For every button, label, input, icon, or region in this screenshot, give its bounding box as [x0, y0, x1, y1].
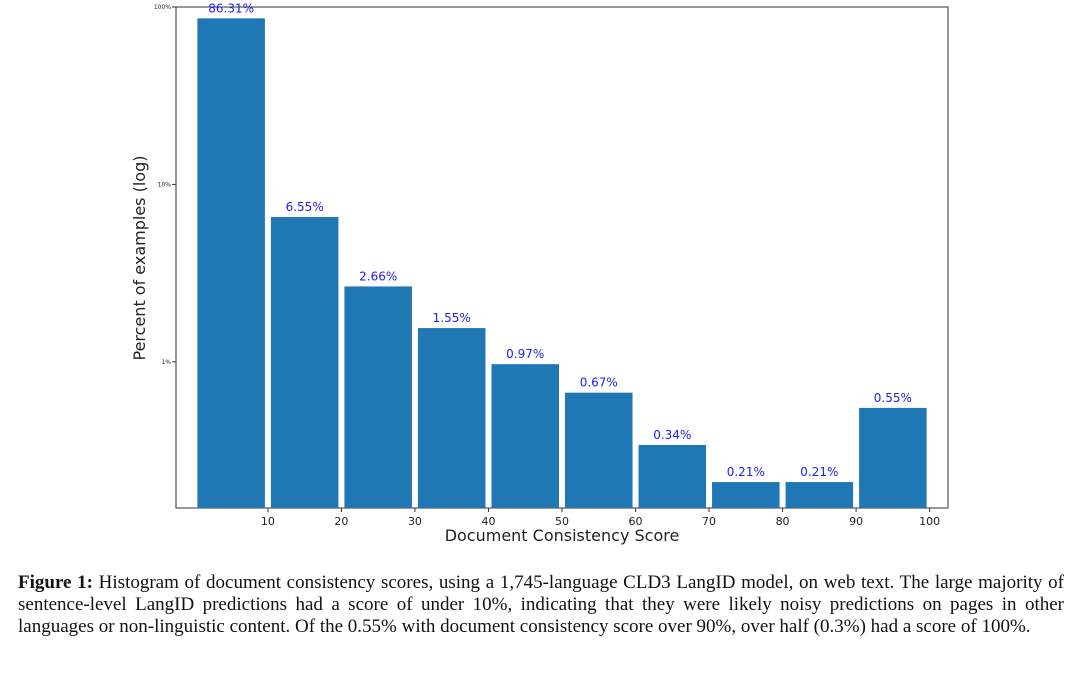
- caption-text: Histogram of document consistency scores…: [18, 572, 1065, 637]
- bar-value-label: 0.67%: [580, 376, 618, 390]
- bar: [565, 392, 633, 508]
- caption-label: Figure 1:: [18, 572, 93, 593]
- data-labels-group: 86.31% 6.55% 2.66% 1.55% 0.97% 0.67% 0.34% 0.21…: [208, 1, 912, 479]
- bar-value-label: 0.34%: [653, 428, 691, 442]
- y-tick-label: 1%: [161, 359, 171, 366]
- y-axis-ticks: 100% 10% 1%: [154, 4, 176, 366]
- bar-value-label: 2.66%: [359, 269, 397, 283]
- x-axis-label: Document Consistency Score: [445, 526, 680, 545]
- bar-value-label: 1.55%: [433, 311, 471, 325]
- x-axis-ticks: 10 20 30 40 50 60 70 80 90 100: [261, 508, 940, 528]
- bar: [491, 364, 559, 508]
- x-tick-label: 90: [849, 515, 863, 528]
- y-tick-label: 10%: [158, 181, 172, 188]
- x-tick-label: 40: [481, 515, 495, 528]
- bar: [785, 482, 854, 508]
- x-tick-label: 30: [408, 515, 422, 528]
- bar-value-label: 0.55%: [874, 391, 912, 405]
- y-tick-label: 100%: [154, 4, 171, 11]
- bars-group: [197, 18, 927, 509]
- bar-value-label: 6.55%: [286, 200, 324, 214]
- x-tick-label: 100: [919, 515, 940, 528]
- bar: [344, 286, 412, 508]
- bar-value-label: 86.31%: [208, 1, 254, 15]
- bar: [638, 444, 707, 508]
- x-tick-label: 80: [776, 515, 790, 528]
- x-tick-label: 10: [261, 515, 275, 528]
- x-tick-label: 50: [555, 515, 569, 528]
- bar: [417, 328, 486, 508]
- bar: [270, 217, 339, 509]
- histogram-chart: 86.31% 6.55% 2.66% 1.55% 0.97% 0.67% 0.34% 0.21…: [130, 1, 949, 545]
- figure-caption: Figure 1: Histogram of document consiste…: [18, 572, 1064, 638]
- bar-value-label: 0.97%: [506, 347, 544, 361]
- bar-value-label: 0.21%: [727, 465, 765, 479]
- bar: [712, 482, 780, 508]
- x-tick-label: 20: [334, 515, 348, 528]
- bar: [197, 18, 265, 509]
- x-tick-label: 70: [702, 515, 716, 528]
- y-axis-label: Percent of examples (log): [130, 156, 149, 361]
- x-tick-label: 60: [629, 515, 643, 528]
- bar: [859, 407, 927, 508]
- bar-value-label: 0.21%: [800, 465, 838, 479]
